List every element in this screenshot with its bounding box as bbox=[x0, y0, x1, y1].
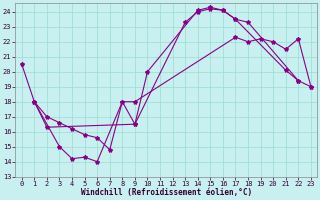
X-axis label: Windchill (Refroidissement éolien,°C): Windchill (Refroidissement éolien,°C) bbox=[81, 188, 252, 197]
